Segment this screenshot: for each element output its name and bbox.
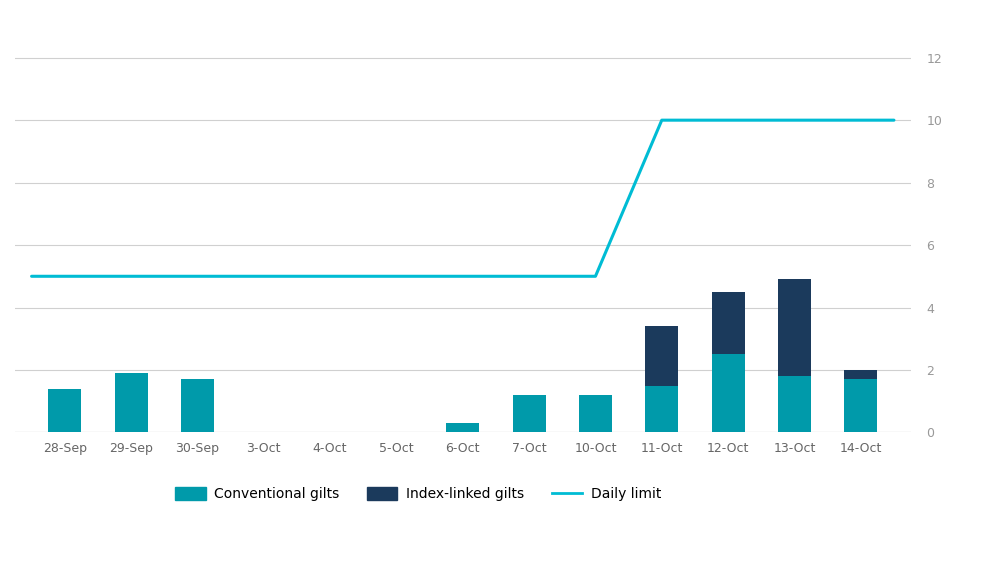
Bar: [180, 380, 214, 432]
Bar: [843, 380, 877, 432]
Bar: [645, 386, 677, 432]
Bar: [711, 292, 744, 354]
Bar: [777, 279, 810, 376]
Bar: [645, 326, 677, 386]
Bar: [777, 376, 810, 432]
Bar: [578, 395, 611, 432]
Bar: [446, 423, 479, 432]
Legend: Conventional gilts, Index-linked gilts, Daily limit: Conventional gilts, Index-linked gilts, …: [170, 481, 666, 507]
Bar: [48, 389, 81, 432]
Bar: [843, 370, 877, 380]
Bar: [114, 373, 148, 432]
Bar: [711, 354, 744, 432]
Bar: [512, 395, 545, 432]
